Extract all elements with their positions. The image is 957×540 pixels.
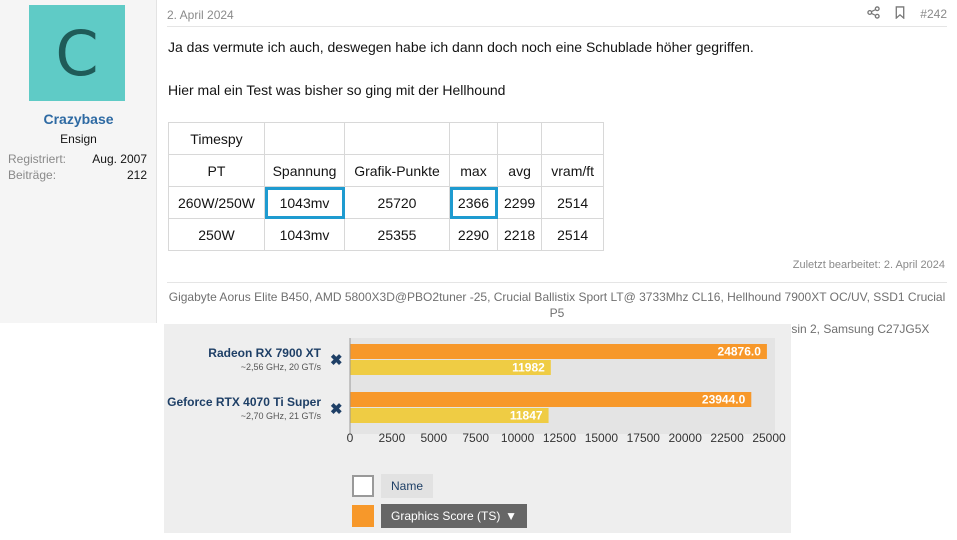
table-cell: 25720 — [344, 186, 450, 219]
table-header: max — [449, 154, 498, 187]
user-sidebar: C Crazybase Ensign Registriert: Aug. 200… — [0, 0, 157, 323]
post-actions: #242 — [867, 6, 947, 22]
table-header: vram/ft — [541, 154, 605, 187]
divider — [167, 282, 947, 283]
username-link[interactable]: Crazybase — [43, 111, 114, 127]
table-row: 250W 1043mv 25355 2290 2218 2514 — [168, 218, 605, 251]
table-cell: 260W/250W — [168, 186, 265, 219]
close-icon[interactable]: ✖ — [330, 401, 343, 418]
stat-label: Beiträge: — [8, 168, 57, 182]
chart-plot: 24876.0 11982 23944.0 11847 0 2500 5000 7500 100… — [347, 338, 786, 445]
edited-note: Zuletzt bearbeitet: 2. April 2024 — [792, 259, 945, 271]
bar-value-label: 11847 — [510, 409, 543, 423]
table-cell: 2299 — [496, 186, 543, 219]
stat-value: Aug. 2007 — [92, 152, 147, 166]
x-tick-label: 17500 — [627, 431, 661, 445]
bookmark-icon[interactable] — [894, 6, 906, 22]
bar-value-label: 23944.0 — [702, 393, 746, 407]
table-cell-highlighted: 1043mv — [264, 186, 345, 219]
table-row: Timespy — [168, 122, 605, 155]
table-cell — [541, 122, 605, 155]
x-tick-label: 0 — [347, 431, 354, 445]
signature-line: Gigabyte Aorus Elite B450, AMD 5800X3D@P… — [168, 290, 946, 320]
table-header: Grafik-Punkte — [344, 154, 450, 187]
x-tick-label: 2500 — [379, 431, 406, 445]
score-type-dropdown[interactable]: Graphics Score (TS) ▼ — [381, 504, 527, 528]
x-tick-label: 7500 — [462, 431, 489, 445]
bar-value-label: 11982 — [512, 361, 545, 375]
table-cell: 2218 — [496, 218, 543, 251]
divider — [167, 26, 947, 27]
table-cell — [264, 122, 345, 155]
avatar[interactable]: C — [29, 5, 125, 101]
share-icon[interactable] — [867, 6, 881, 22]
benchmark-chart: Radeon RX 7900 XT ~2,56 GHz, 20 GT/s ✖ G… — [164, 324, 791, 533]
table-cell — [344, 122, 450, 155]
x-tick-label: 20000 — [669, 431, 703, 445]
table-cell: 1043mv — [264, 218, 345, 251]
x-tick-label: 22500 — [710, 431, 744, 445]
legend-checkbox[interactable] — [352, 475, 374, 497]
table-cell: 2290 — [449, 218, 498, 251]
x-tick-label: 12500 — [543, 431, 577, 445]
x-tick-label: 5000 — [420, 431, 447, 445]
table-cell: 2514 — [541, 186, 605, 219]
post-date[interactable]: 2. April 2024 — [167, 8, 234, 22]
post-text-1: Ja das vermute ich auch, deswegen habe i… — [168, 39, 754, 55]
table-header: PT — [168, 154, 265, 187]
stat-registered: Registriert: Aug. 2007 — [8, 152, 147, 166]
post-number[interactable]: #242 — [920, 7, 947, 21]
table-header: Spannung — [264, 154, 345, 187]
bar — [350, 392, 752, 407]
dropdown-label: Graphics Score (TS) — [391, 509, 501, 523]
table-cell: 250W — [168, 218, 265, 251]
bar — [350, 360, 551, 375]
stat-label: Registriert: — [8, 152, 67, 166]
stat-posts: Beiträge: 212 — [8, 168, 147, 182]
table-cell — [449, 122, 498, 155]
post-text-2: Hier mal ein Test was bisher so ging mit… — [168, 82, 506, 98]
table-cell: 25355 — [344, 218, 450, 251]
table-row: 260W/250W 1043mv 25720 2366 2299 2514 — [168, 186, 605, 219]
bar-value-label: 24876.0 — [718, 345, 762, 359]
table-cell — [496, 122, 543, 155]
caret-down-icon: ▼ — [505, 509, 517, 523]
stat-value: 212 — [126, 168, 147, 182]
x-tick-label: 15000 — [585, 431, 619, 445]
x-tick-label: 25000 — [752, 431, 786, 445]
gpu-subtitle: ~2,56 GHz, 20 GT/s — [240, 362, 321, 372]
table-cell: 2514 — [541, 218, 605, 251]
table-header-row: PT Spannung Grafik-Punkte max avg vram/f… — [168, 154, 605, 187]
table-header: avg — [496, 154, 543, 187]
table-cell-highlighted: 2366 — [449, 186, 498, 219]
close-icon[interactable]: ✖ — [330, 352, 343, 369]
bar — [350, 408, 549, 423]
results-table: Timespy PT Spannung Grafik-Punkte max av… — [168, 122, 605, 251]
gpu-subtitle: ~2,70 GHz, 21 GT/s — [240, 411, 321, 421]
legend-color-swatch — [352, 505, 374, 527]
bar — [350, 344, 767, 359]
legend-name-label[interactable]: Name — [381, 474, 433, 498]
table-cell: Timespy — [168, 122, 265, 155]
gpu-name: Geforce RTX 4070 Ti Super — [167, 395, 321, 409]
gpu-name: Radeon RX 7900 XT — [208, 346, 321, 360]
x-tick-label: 10000 — [501, 431, 535, 445]
user-rank: Ensign — [60, 132, 97, 146]
